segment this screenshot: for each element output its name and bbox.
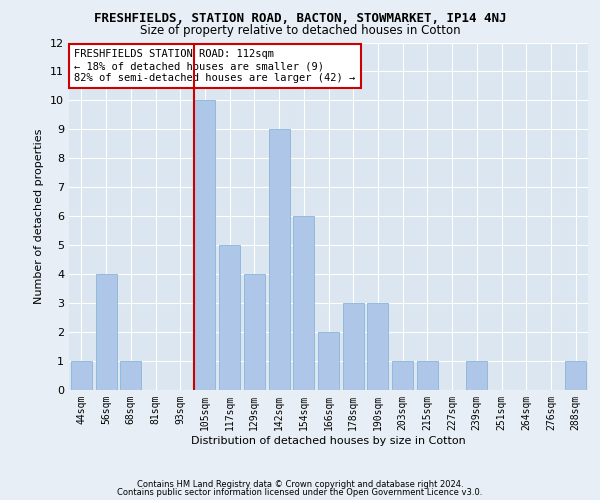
Bar <box>367 303 388 390</box>
Bar <box>417 361 438 390</box>
Bar <box>219 245 240 390</box>
Bar <box>95 274 116 390</box>
Bar <box>318 332 339 390</box>
Bar <box>71 361 92 390</box>
Bar <box>269 130 290 390</box>
Text: FRESHFIELDS, STATION ROAD, BACTON, STOWMARKET, IP14 4NJ: FRESHFIELDS, STATION ROAD, BACTON, STOWM… <box>94 12 506 26</box>
Y-axis label: Number of detached properties: Number of detached properties <box>34 128 44 304</box>
Bar <box>392 361 413 390</box>
Bar <box>343 303 364 390</box>
Text: FRESHFIELDS STATION ROAD: 112sqm
← 18% of detached houses are smaller (9)
82% of: FRESHFIELDS STATION ROAD: 112sqm ← 18% o… <box>74 50 355 82</box>
Text: Contains public sector information licensed under the Open Government Licence v3: Contains public sector information licen… <box>118 488 482 497</box>
Bar <box>120 361 141 390</box>
Bar <box>244 274 265 390</box>
Bar <box>293 216 314 390</box>
Bar <box>194 100 215 390</box>
Bar <box>565 361 586 390</box>
X-axis label: Distribution of detached houses by size in Cotton: Distribution of detached houses by size … <box>191 436 466 446</box>
Bar <box>466 361 487 390</box>
Text: Contains HM Land Registry data © Crown copyright and database right 2024.: Contains HM Land Registry data © Crown c… <box>137 480 463 489</box>
Text: Size of property relative to detached houses in Cotton: Size of property relative to detached ho… <box>140 24 460 37</box>
